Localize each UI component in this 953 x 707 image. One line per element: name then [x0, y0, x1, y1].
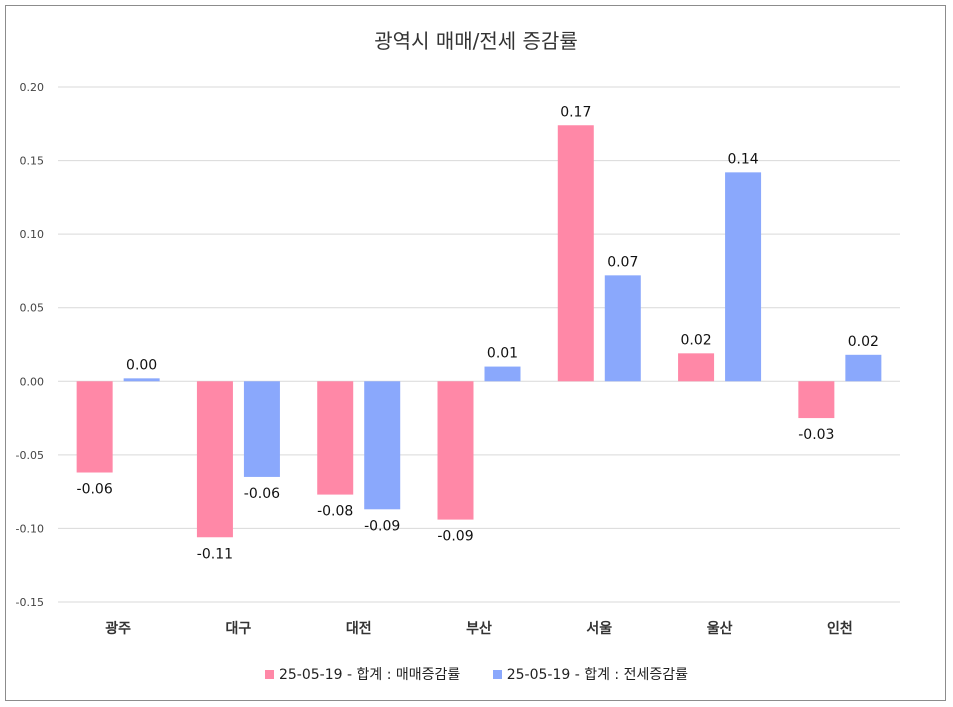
x-tick-label: 울산: [707, 620, 733, 637]
bar[interactable]: [604, 275, 641, 382]
legend-item-jeonse[interactable]: 25-05-19 - 합계 : 전세증감률: [492, 664, 688, 684]
y-tick-label: 0.05: [20, 302, 45, 315]
data-label: 0.14: [727, 151, 758, 167]
y-tick-label: 0.00: [20, 375, 45, 388]
bar[interactable]: [798, 381, 835, 419]
data-labels: -0.06 0.00 -0.11 -0.06 -0.08 -0.09 -0.09 0.01 0.…: [77, 104, 879, 562]
data-label: 0.07: [607, 254, 638, 270]
x-tick-label: 대전: [346, 620, 372, 637]
data-label: 0.02: [848, 334, 879, 350]
y-tick-label: -0.10: [16, 522, 44, 535]
bar[interactable]: [437, 381, 474, 520]
data-label: 0.01: [487, 346, 518, 362]
x-axis: 광주 대구 대전 부산 서울 울산 인천: [105, 620, 852, 637]
chart-frame: [5, 5, 946, 701]
bar[interactable]: [243, 381, 280, 477]
y-axis: 0.20 0.15 0.10 0.05 0.00 -0.05 -0.10 -0.15: [16, 81, 44, 609]
grid-lines: [58, 86, 900, 603]
bar[interactable]: [484, 366, 521, 382]
y-tick-label: -0.15: [16, 596, 44, 609]
x-tick-label: 서울: [586, 620, 612, 637]
x-tick-label: 부산: [466, 620, 492, 637]
data-label: 0.00: [126, 357, 157, 373]
y-tick-label: -0.05: [16, 449, 44, 462]
data-label: 0.17: [560, 104, 591, 120]
y-tick-label: 0.20: [20, 81, 45, 94]
x-tick-label: 인천: [827, 620, 853, 637]
y-tick-label: 0.10: [20, 228, 45, 241]
data-label: -0.09: [437, 529, 473, 545]
bar-series: [76, 125, 882, 538]
bar[interactable]: [845, 354, 882, 382]
bar[interactable]: [123, 378, 160, 382]
y-tick-label: 0.15: [20, 155, 45, 168]
bar[interactable]: [317, 381, 354, 495]
data-label: -0.06: [77, 482, 113, 498]
legend-label-sale: 25-05-19 - 합계 : 매매증감률: [278, 667, 461, 683]
legend-label-jeonse: 25-05-19 - 합계 : 전세증감률: [506, 667, 688, 683]
bar[interactable]: [196, 381, 233, 538]
bar[interactable]: [76, 381, 113, 473]
bar[interactable]: [725, 172, 762, 382]
data-label: -0.08: [317, 504, 353, 520]
data-label: -0.11: [197, 546, 233, 562]
data-label: -0.06: [244, 486, 280, 502]
legend: 25-05-19 - 합계 : 매매증감률 25-05-19 - 합계 : 전세…: [0, 664, 953, 684]
chart-title: 광역시 매매/전세 증감률: [374, 29, 577, 53]
x-tick-label: 대구: [226, 621, 252, 637]
bar[interactable]: [364, 381, 401, 510]
data-label: 0.02: [680, 332, 711, 348]
data-label: -0.09: [364, 518, 400, 534]
legend-swatch-sale: [264, 669, 274, 679]
legend-item-sale[interactable]: 25-05-19 - 합계 : 매매증감률: [264, 664, 461, 684]
bar[interactable]: [678, 353, 715, 382]
x-tick-label: 광주: [105, 620, 131, 637]
bar[interactable]: [557, 125, 594, 382]
data-label: -0.03: [798, 427, 834, 443]
legend-swatch-jeonse: [492, 669, 502, 679]
